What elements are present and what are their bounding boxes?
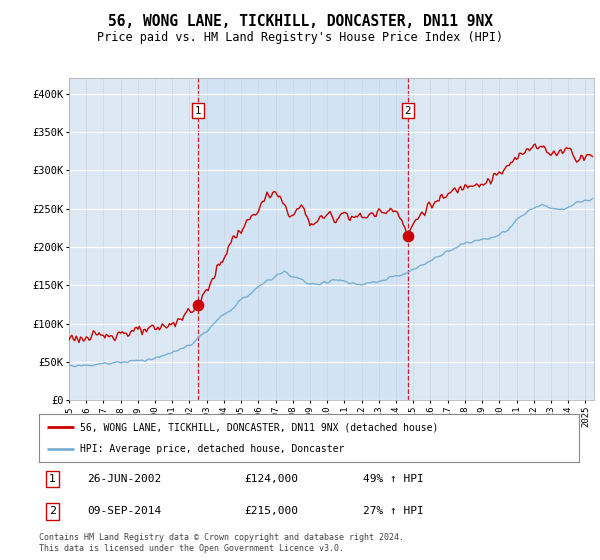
Bar (198, 78, 408, 400)
Text: 2: 2 (49, 506, 56, 516)
Text: 09-SEP-2014: 09-SEP-2014 (88, 506, 162, 516)
Text: Price paid vs. HM Land Registry's House Price Index (HPI): Price paid vs. HM Land Registry's House … (97, 31, 503, 44)
Point (193, 301, 203, 310)
Text: 2: 2 (404, 106, 411, 115)
Text: £215,000: £215,000 (244, 506, 298, 516)
Text: 1: 1 (194, 106, 201, 115)
Point (403, 231, 413, 240)
Text: 26-JUN-2002: 26-JUN-2002 (88, 474, 162, 484)
Text: 49% ↑ HPI: 49% ↑ HPI (363, 474, 424, 484)
Text: 56, WONG LANE, TICKHILL, DONCASTER, DN11 9NX: 56, WONG LANE, TICKHILL, DONCASTER, DN11… (107, 14, 493, 29)
Text: 27% ↑ HPI: 27% ↑ HPI (363, 506, 424, 516)
Text: £124,000: £124,000 (244, 474, 298, 484)
Text: 1: 1 (49, 474, 56, 484)
Text: 56, WONG LANE, TICKHILL, DONCASTER, DN11 9NX (detached house): 56, WONG LANE, TICKHILL, DONCASTER, DN11… (79, 422, 438, 432)
Text: Contains HM Land Registry data © Crown copyright and database right 2024.
This d: Contains HM Land Registry data © Crown c… (39, 533, 404, 553)
Text: HPI: Average price, detached house, Doncaster: HPI: Average price, detached house, Donc… (79, 444, 344, 454)
